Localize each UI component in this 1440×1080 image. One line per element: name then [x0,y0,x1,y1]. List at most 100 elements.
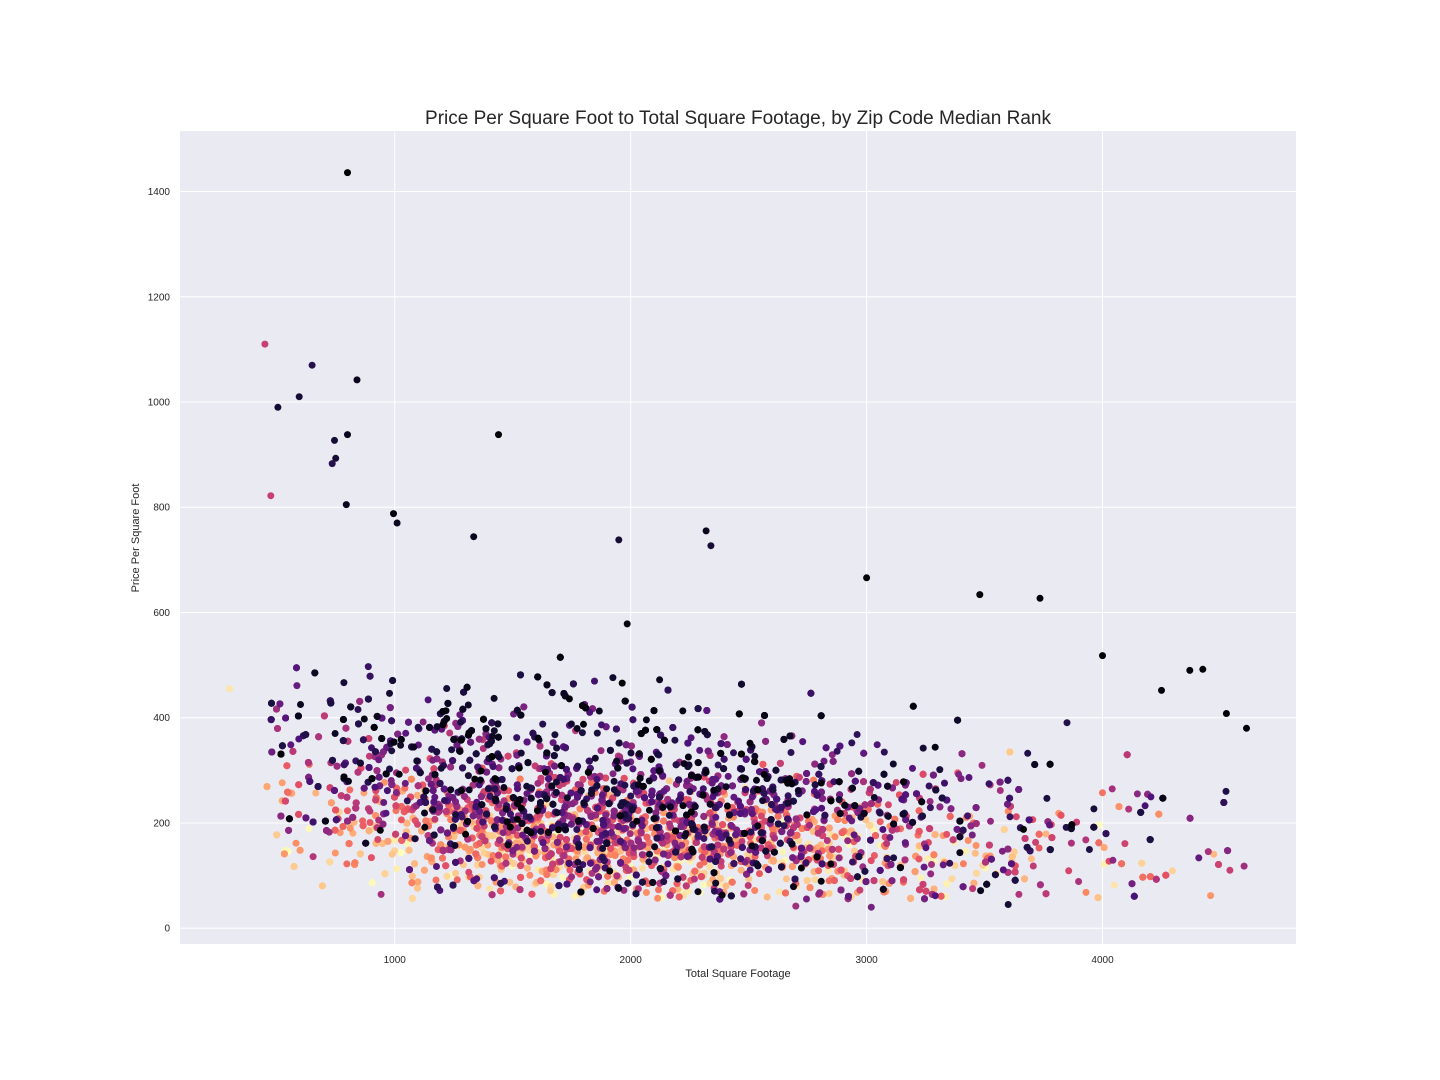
data-point [758,719,766,727]
data-point [486,885,494,893]
data-point [574,781,582,788]
data-point [806,821,813,829]
data-point [402,832,409,840]
data-point [1075,878,1083,885]
data-point [1162,871,1170,879]
data-point [888,877,896,885]
data-point [698,853,706,861]
data-point [469,812,477,820]
data-point [281,797,289,805]
data-point [919,880,927,888]
data-point [517,862,525,870]
data-point [568,873,576,881]
data-point [802,778,810,785]
data-point [598,791,606,799]
data-point [292,839,300,847]
data-point [568,800,576,808]
data-point [373,767,381,775]
data-point [1130,892,1138,900]
data-point [289,747,297,755]
data-point [433,863,440,870]
data-point [907,894,915,902]
data-point [447,763,455,771]
data-point [607,845,615,852]
data-point [669,834,676,842]
data-point [736,810,744,817]
data-point [1027,855,1035,863]
data-point [562,744,569,752]
data-point [306,777,314,785]
data-point [557,858,565,865]
data-point [547,850,555,858]
data-point [666,891,674,899]
data-point [756,870,763,878]
data-point [860,749,868,757]
data-point [830,877,838,884]
data-point [549,860,557,868]
data-point [403,819,411,827]
data-point [675,893,683,901]
data-point [614,823,622,831]
data-point [346,824,354,832]
data-point [870,852,878,859]
data-point [949,836,957,844]
data-point [813,791,821,799]
data-point [742,755,750,763]
data-point [581,843,588,851]
data-point [526,857,533,865]
data-point [660,817,668,825]
data-point [617,837,624,845]
data-point [742,786,750,794]
data-point [419,718,427,726]
data-point [860,778,867,786]
data-point [662,872,670,880]
data-point [931,892,939,900]
data-point [543,871,551,878]
data-point [495,764,503,772]
data-point [748,793,756,801]
data-point [430,798,438,806]
data-point [598,721,605,729]
data-point [397,816,405,824]
data-point [1048,834,1056,842]
data-point [442,807,450,815]
data-point [887,861,895,869]
data-point [604,872,612,880]
data-point [939,861,947,869]
data-point [922,844,930,852]
data-point [315,733,323,741]
data-point [920,863,928,871]
data-point [999,866,1007,874]
data-point [917,874,925,882]
data-point [916,886,923,894]
data-point [509,847,517,855]
data-point [645,839,653,846]
data-point [318,882,326,890]
data-point [659,839,667,847]
data-point [814,829,822,837]
data-point [736,802,744,810]
data-point [456,826,464,834]
data-point [700,812,708,820]
data-point [359,822,367,830]
data-point [826,852,834,860]
data-point [1168,867,1176,875]
data-point [551,762,559,770]
data-point [959,860,967,868]
data-point [644,844,652,852]
data-point [806,884,814,892]
data-point [996,787,1004,794]
data-point [700,881,708,889]
data-point [799,738,807,746]
data-point [283,762,291,770]
data-point [274,725,281,732]
data-point [948,875,956,883]
data-point [402,729,410,737]
data-point [625,866,633,874]
data-point [383,787,391,795]
data-point [834,816,842,823]
data-point [611,851,619,859]
data-point [408,872,416,880]
data-point [915,842,923,850]
data-point [587,859,595,867]
